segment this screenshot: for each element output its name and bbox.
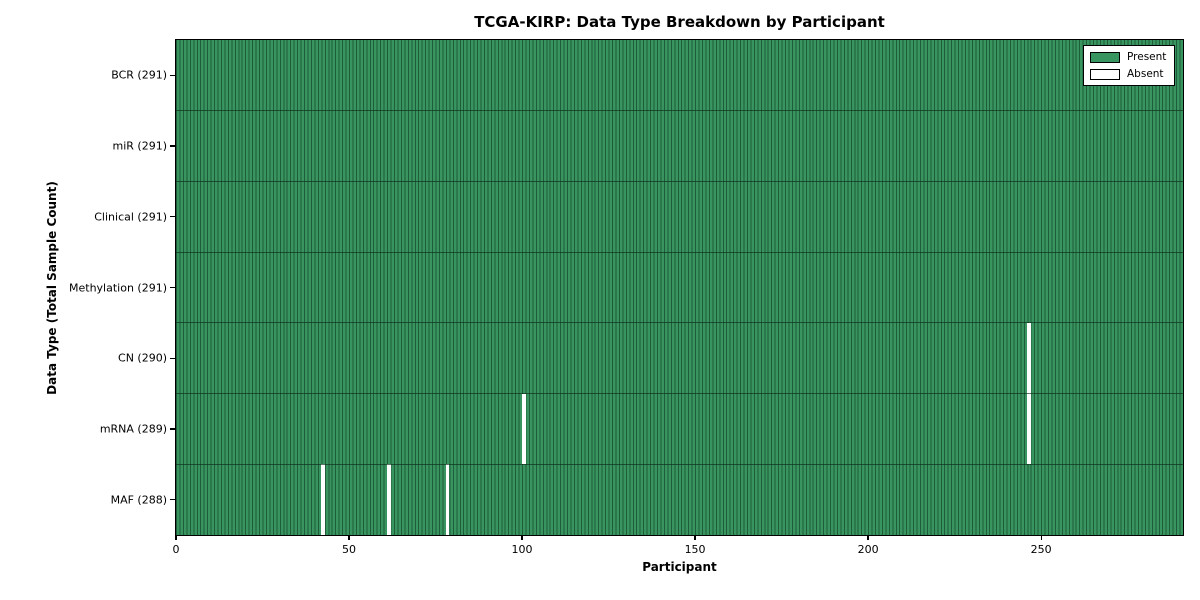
xtick-mark [1040,535,1042,540]
legend-label: Absent [1127,68,1164,80]
absent-marker-MAF-61 [387,464,391,535]
ytick-label-mRNA: mRNA (289) [99,422,167,436]
absent-marker-mRNA-100 [522,393,526,465]
absent-marker-mRNA-246 [1027,393,1031,465]
ytick-mark [170,499,175,501]
ytick-label-Clinical: Clinical (291) [94,210,167,224]
xtick-mark [348,535,350,540]
ytick-mark [170,145,175,147]
row-divider [176,463,1183,465]
ytick-label-miR: miR (291) [112,139,168,153]
xtick-mark [867,535,869,540]
legend: Present Absent [1083,45,1176,86]
xtick-mark [175,535,177,540]
x-axis-label: Participant [642,560,717,574]
ytick-mark [170,286,175,289]
row-divider [176,251,1183,253]
chart-title: TCGA-KIRP: Data Type Breakdown by Partic… [474,13,885,31]
xtick-label-200: 200 [857,543,879,556]
row-divider [176,110,1183,112]
row-divider [176,322,1183,324]
legend-swatch-absent [1090,68,1120,80]
ytick-mark [170,357,175,359]
ytick-label-BCR: BCR (291) [111,68,167,82]
xtick-label-150: 150 [684,543,706,556]
xtick-label-0: 0 [172,543,180,556]
xtick-label-100: 100 [511,543,533,556]
xtick-mark [521,535,523,540]
plot-area [176,40,1183,535]
row-divider [176,180,1183,182]
ytick-label-Methylation: Methylation (291) [69,281,167,294]
xtick-label-50: 50 [342,543,357,556]
legend-item-absent: Absent [1090,68,1166,80]
xtick-label-250: 250 [1030,543,1052,556]
row-divider [176,393,1183,395]
ytick-label-CN: CN (290) [118,351,167,365]
absent-marker-CN-246 [1027,322,1031,394]
ytick-mark [170,74,175,76]
xtick-mark [694,535,696,540]
ytick-mark [170,216,175,218]
ytick-label-MAF: MAF (288) [110,493,167,507]
ytick-mark [170,428,175,430]
absent-marker-MAF-42 [321,464,325,535]
legend-label: Present [1127,51,1167,63]
legend-swatch-present [1090,51,1120,63]
legend-item-present: Present [1090,51,1166,63]
absent-marker-MAF-78 [445,464,450,535]
